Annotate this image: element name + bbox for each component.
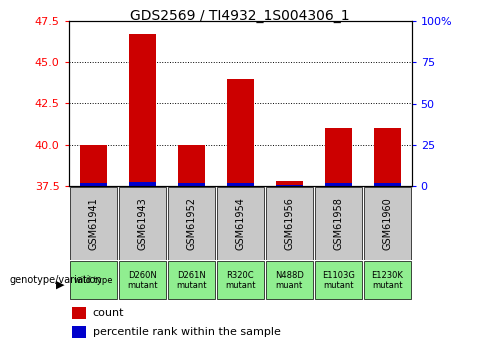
Bar [177,145,204,186]
Text: E1230K
mutant: E1230K mutant [371,270,403,290]
Text: GSM61952: GSM61952 [186,197,196,250]
Bar [266,261,313,299]
Bar [79,183,106,186]
Bar [72,326,86,338]
Bar [266,187,313,260]
Bar [226,183,254,186]
Text: E1103G
mutant: E1103G mutant [321,270,355,290]
Bar [275,185,302,186]
Text: count: count [93,308,124,318]
Text: N488D
muant: N488D muant [275,270,303,290]
Bar [373,128,400,186]
Text: GSM61960: GSM61960 [382,197,392,250]
Bar [119,261,166,299]
Bar [373,183,400,186]
Text: ▶: ▶ [56,280,65,289]
Bar [119,187,166,260]
Text: GSM61954: GSM61954 [235,197,245,250]
Bar [324,128,351,186]
Bar [364,261,411,299]
Bar [168,187,215,260]
Text: GSM61956: GSM61956 [284,197,294,250]
Text: percentile rank within the sample: percentile rank within the sample [93,327,280,337]
Bar [177,183,204,186]
Bar [128,182,155,186]
Bar [315,261,362,299]
Bar [315,187,362,260]
Bar [217,187,264,260]
Bar [70,187,117,260]
Bar [226,79,254,186]
Text: genotype/variation: genotype/variation [10,275,102,285]
Bar [128,34,155,186]
Bar [217,261,264,299]
Text: GDS2569 / TI4932_1S004306_1: GDS2569 / TI4932_1S004306_1 [130,9,350,23]
Text: R320C
mutant: R320C mutant [225,270,255,290]
Bar [79,145,106,186]
Bar [168,261,215,299]
Text: GSM61958: GSM61958 [333,197,343,250]
Bar [72,307,86,319]
Text: D261N
mutant: D261N mutant [176,270,206,290]
Text: GSM61941: GSM61941 [88,197,98,250]
Bar [70,261,117,299]
Text: wild type: wild type [74,276,112,285]
Bar [275,181,302,186]
Text: D260N
mutant: D260N mutant [127,270,157,290]
Text: GSM61943: GSM61943 [137,197,147,250]
Bar [364,187,411,260]
Bar [324,183,351,186]
